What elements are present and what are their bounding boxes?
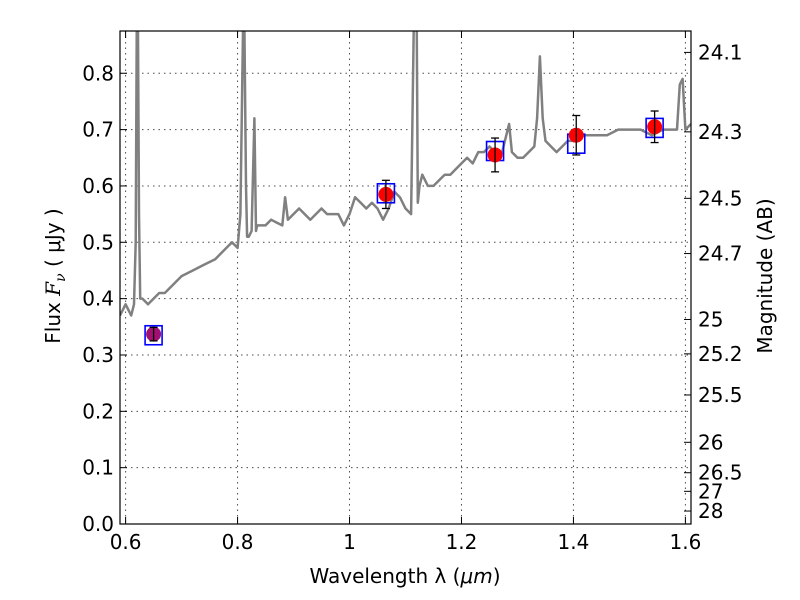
right-tick-label: 24.1 [698, 40, 743, 64]
plot-frame [119, 30, 692, 525]
right-tick-label: 26.5 [698, 461, 743, 485]
right-tick-label: 28 [698, 499, 723, 523]
x-tick-label: 1.6 [669, 530, 701, 554]
x-tick-label: 1.2 [446, 530, 478, 554]
y-tick-label: 0.7 [82, 118, 114, 142]
model-band-series [144, 117, 664, 346]
right-tick-label: 27 [698, 479, 723, 503]
right-tick-label: 24.5 [698, 186, 743, 210]
photometry-point [146, 326, 162, 342]
right-tick-label: 25.5 [698, 383, 743, 407]
right-tick-label: 25.2 [698, 342, 743, 366]
y-tick-label: 0.8 [82, 61, 114, 85]
spectrum-series [120, 31, 691, 317]
right-tick-label: 25 [698, 307, 723, 331]
photometry-point [378, 179, 394, 210]
right-tick-label: 26 [698, 430, 723, 454]
y-axis-right-title: Magnitude (AB) [753, 198, 777, 353]
photometry-series [146, 110, 663, 342]
photometry-point [647, 110, 663, 144]
x-tick-label: 1 [343, 530, 356, 554]
x-tick-label: 0.6 [110, 530, 142, 554]
spectrum-line [120, 31, 691, 317]
photometry-point [568, 114, 584, 156]
right-tick-label: 24.3 [698, 120, 743, 144]
photometry-point [487, 137, 503, 173]
model-band-square [144, 324, 163, 346]
y-axis-left-title: Flux Fν ( μJy ) [41, 208, 69, 343]
x-tick-label: 1.4 [558, 530, 590, 554]
y-axis-left: 0.0 0.1 0.2 0.3 0.4 0.5 0.6 0.7 0.8 [82, 61, 127, 536]
y-tick-label: 0.1 [82, 456, 114, 480]
x-axis: 0.6 0.8 1 1.2 1.4 1.6 [110, 31, 701, 554]
y-tick-label: 0.0 [82, 512, 114, 536]
right-tick-label: 24.7 [698, 242, 743, 266]
y-tick-label: 0.5 [82, 230, 114, 254]
y-tick-label: 0.4 [82, 287, 114, 311]
y-tick-label: 0.6 [82, 174, 114, 198]
grid [120, 31, 691, 524]
x-axis-title: Wavelength λ (μm) [309, 564, 500, 588]
y-tick-label: 0.2 [82, 399, 114, 423]
x-tick-label: 0.8 [222, 530, 254, 554]
y-tick-label: 0.3 [82, 343, 114, 367]
